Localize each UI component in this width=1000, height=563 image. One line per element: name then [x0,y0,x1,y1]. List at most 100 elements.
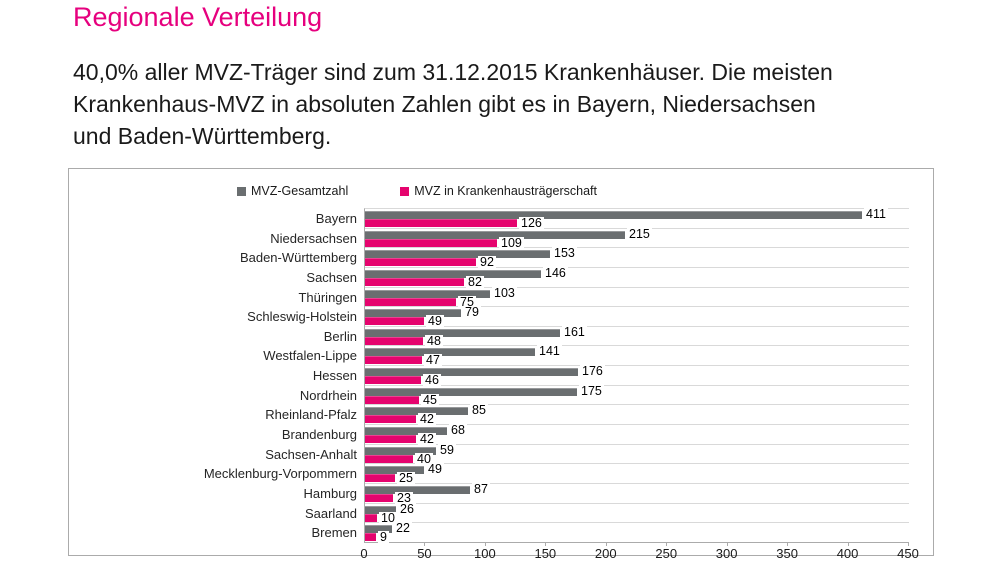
bar-hospital [365,238,497,247]
value-label-total: 215 [627,226,652,241]
bar-hospital [365,219,517,227]
chart-row: Schleswig-Holstein 79 49 [247,305,909,329]
chart-row: Nordrhein 175 45 [300,383,909,407]
x-axis-tick [847,542,849,546]
intro-text: 40,0% aller MVZ-Träger sind zum 31.12.20… [73,59,833,149]
bar-total [365,269,541,278]
bar-hospital [365,376,421,385]
bar-total [365,387,577,396]
x-axis-tick-label: 450 [897,546,919,561]
category-label: Bayern [315,211,357,226]
bar-total [365,505,396,514]
bar-hospital [365,336,423,345]
bar-hospital [365,356,422,365]
x-axis-tick-label: 200 [594,546,617,561]
category-label: Hessen [312,368,357,384]
bar-total [365,407,468,416]
category-label: Rheinland-Pfalz [265,407,357,423]
value-label-hospital: 48 [425,333,443,348]
chart-row: Bayern 411 126 [316,207,909,229]
value-label-hospital: 23 [395,490,413,505]
chart-row: Berlin 161 48 [324,326,909,348]
bar-total [365,485,470,494]
chart-row: Saarland 26 10 [305,501,909,524]
value-label-total: 176 [580,364,605,379]
x-axis-tick [605,542,607,546]
value-label-total: 175 [579,383,604,398]
x-axis-tick-label: 50 [417,546,432,561]
x-axis-tick [666,542,668,546]
value-label-hospital: 25 [397,471,415,486]
category-label: Saarland [304,505,357,521]
value-label-total: 68 [449,423,467,438]
category-label: Bremen [311,525,357,541]
category-label: Westfalen-Lippe [263,348,357,364]
value-label-hospital: 109 [499,235,524,250]
x-axis-tick-label: 350 [776,546,798,561]
value-label-total: 22 [394,521,412,536]
chart-row: Rheinland-Pfalz 85 42 [265,404,909,427]
chart-row: Brandenburg 68 42 [282,423,909,447]
value-label-hospital: 45 [421,392,439,407]
value-label-total: 146 [543,265,568,280]
value-label-total: 153 [552,246,577,261]
value-label-hospital: 49 [426,314,444,329]
bar-hospital [365,533,376,542]
chart-row: Sachsen-Anhalt 59 40 [265,443,909,465]
chart-row: Thüringen 103 75 [298,285,909,309]
chart-legend: MVZ-Gesamtzahl MVZ in Krankenhausträgersc… [69,183,933,199]
value-label-total: 79 [463,305,481,320]
value-label-hospital: 42 [418,432,436,447]
bar-hospital [365,395,419,404]
bar-hospital [365,258,476,267]
legend-label: MVZ-Gesamtzahl [251,184,349,198]
value-label-hospital: 42 [418,412,436,427]
category-label: Niedersachsen [270,230,357,246]
category-label: Hamburg [303,485,357,501]
value-label-hospital: 75 [458,294,476,309]
chart-row: Mecklenburg-Vorpommern 49 25 [204,462,909,486]
bar-hospital [365,435,416,444]
chart-row: Bremen 22 9 [311,521,909,545]
x-axis-tick-label: 0 [360,546,368,561]
bar-total [365,348,535,357]
value-label-total: 103 [492,285,517,300]
bar-hospital [365,474,395,483]
category-label: Sachsen-Anhalt [265,446,357,462]
page-title: Regionale Verteilung [73,2,323,32]
bar-hospital [365,454,413,463]
bar-rows: Bayern 411 126 Niedersachsen 215 109 Baden-Wür… [204,207,909,545]
value-label-hospital: 47 [424,353,442,368]
bar-total [365,211,862,219]
x-axis-tick [726,542,728,546]
category-label: Nordrhein [299,387,357,403]
category-label: Schleswig-Holstein [247,309,357,325]
legend-item-hospital: MVZ in Krankenhausträgerschaft [400,184,597,198]
legend-label: MVZ in Krankenhausträgerschaft [414,184,597,198]
bar-total [365,427,447,436]
category-label: Brandenburg [281,427,357,443]
category-label: Berlin [323,328,357,344]
value-label-total: 87 [472,481,490,496]
legend-swatch-icon [400,186,410,196]
legend-item-total: MVZ-Gesamtzahl [237,184,348,198]
value-label-total: 26 [398,501,416,516]
bar-hospital [365,493,393,502]
x-axis-tick-label: 150 [534,546,557,561]
bar-total [365,328,560,337]
bar-total [365,289,490,298]
value-label-total: 141 [537,344,562,359]
value-label-total: 411 [864,207,888,221]
bar-total [365,368,578,377]
bar-total [365,309,461,318]
bar-hospital [365,297,456,306]
category-label: Mecklenburg-Vorpommern [203,466,357,482]
value-label-total: 49 [426,462,444,477]
mvz-distribution-chart: MVZ-Gesamtzahl MVZ in Krankenhausträgersc… [68,168,934,561]
legend-swatch-icon [237,186,246,196]
bar-total [365,446,436,455]
chart-row: Hessen 176 46 [313,364,909,386]
value-label-hospital: 9 [378,530,389,545]
x-axis-tick [484,542,486,546]
chart-row: Hamburg 87 23 [304,481,909,505]
